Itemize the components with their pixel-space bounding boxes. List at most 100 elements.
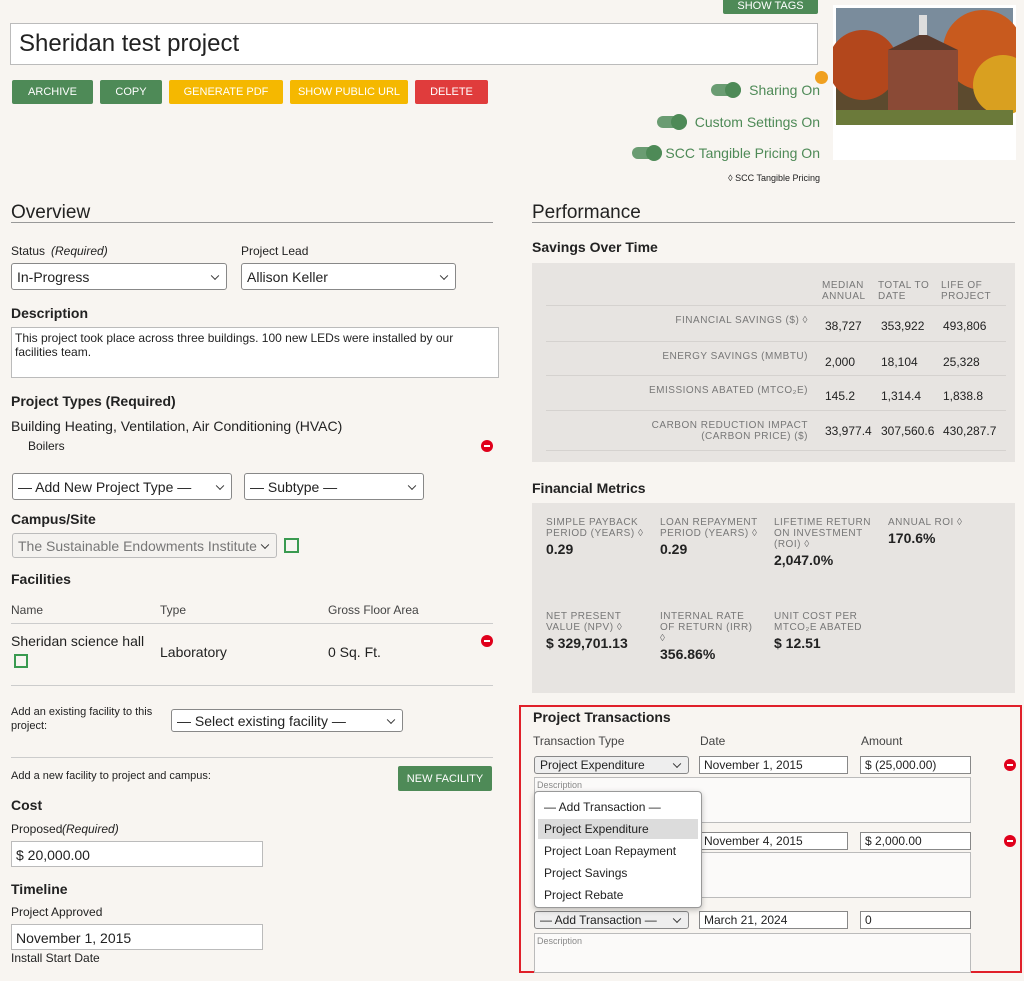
facility-area: 0 Sq. Ft. xyxy=(328,644,381,660)
campus-select[interactable]: The Sustainable Endowments Institute xyxy=(12,533,277,558)
info-dot xyxy=(815,71,828,84)
remove-icon[interactable] xyxy=(481,440,493,452)
metric-value: 0.29 xyxy=(546,541,574,557)
divider xyxy=(546,375,1006,376)
toggle-knob xyxy=(646,145,662,161)
subtype-select[interactable]: — Subtype — xyxy=(244,473,424,500)
savings-value: 353,922 xyxy=(881,319,925,333)
description-textarea[interactable]: Description xyxy=(534,933,971,973)
proposed-input[interactable]: $ 20,000.00 xyxy=(11,841,263,867)
transaction-type-select[interactable]: Project Expenditure xyxy=(534,756,689,774)
metric-value: 170.6% xyxy=(888,530,936,546)
facility-select[interactable]: — Select existing facility — xyxy=(171,709,403,732)
savings-value: 493,806 xyxy=(943,319,987,333)
field-note: (Required) xyxy=(62,822,119,836)
action-button[interactable]: ARCHIVE xyxy=(12,80,93,104)
savings-value: 33,977.4 xyxy=(825,424,872,438)
divider xyxy=(532,222,1015,223)
divider xyxy=(546,450,1006,451)
description-textarea[interactable]: This project took place across three bui… xyxy=(11,327,499,378)
type-select[interactable]: — Add New Project Type — xyxy=(12,473,232,500)
scc-note: ◊ SCC Tangible Pricing xyxy=(728,173,820,183)
external-link[interactable] xyxy=(14,654,28,668)
metric-value: $ 329,701.13 xyxy=(546,635,628,651)
metric-label: INTERNAL RATE OF RETURN (IRR) ◊ xyxy=(660,611,753,644)
column-header: TOTAL TO DATE xyxy=(878,280,930,302)
metric: LOAN REPAYMENT PERIOD (YEARS) ◊ 0.29 xyxy=(660,517,760,557)
metric: NET PRESENT VALUE (NPV) ◊ $ 329,701.13 xyxy=(546,611,646,651)
field-heading: Timeline xyxy=(11,881,68,897)
project-subtype: Boilers xyxy=(28,439,65,453)
action-button[interactable]: DELETE xyxy=(415,80,488,104)
dropdown-option[interactable]: Project Rebate xyxy=(544,888,624,902)
amount-input[interactable]: 0 xyxy=(860,911,971,929)
row-label: ENERGY SAVINGS (MMBTU) xyxy=(662,351,808,362)
metric: SIMPLE PAYBACK PERIOD (YEARS) ◊ 0.29 xyxy=(546,517,646,557)
toggle-knob xyxy=(725,82,741,98)
row-label: CARBON REDUCTION IMPACT (CARBON PRICE) (… xyxy=(651,420,808,442)
column-header: Type xyxy=(160,603,187,617)
savings-value: 1,838.8 xyxy=(943,389,984,403)
dropdown-option[interactable]: Project Expenditure xyxy=(538,819,698,839)
date-input[interactable]: November 1, 2015 xyxy=(699,756,848,774)
field-heading: Campus/Site xyxy=(11,511,96,527)
metric-label: SIMPLE PAYBACK PERIOD (YEARS) ◊ xyxy=(546,517,644,539)
status-select[interactable]: In-Progress xyxy=(11,263,227,290)
dropdown-option[interactable]: — Add Transaction — xyxy=(544,800,661,814)
metric-value: 0.29 xyxy=(660,541,688,557)
approved-input[interactable]: November 1, 2015 xyxy=(11,924,263,950)
column-header: Gross Floor Area xyxy=(328,603,419,617)
savings-value: 25,328 xyxy=(943,355,980,369)
metric-value: 356.86% xyxy=(660,646,716,662)
metric: ANNUAL ROI ◊ 170.6% xyxy=(888,517,988,546)
metric-label: ANNUAL ROI ◊ xyxy=(888,517,963,528)
new-facility-button[interactable]: NEW FACILITY xyxy=(398,766,492,791)
field-label: Add a new facility to project and campus… xyxy=(11,770,211,782)
field-heading: Project Types (Required) xyxy=(11,393,176,409)
field-heading: Description xyxy=(11,305,89,321)
column-header: Amount xyxy=(861,734,903,748)
remove-icon[interactable] xyxy=(1004,835,1016,847)
dropdown-option[interactable]: Project Savings xyxy=(544,866,628,880)
divider xyxy=(11,757,493,758)
transaction-type-select[interactable]: — Add Transaction — xyxy=(534,911,689,929)
metric-label: LIFETIME RETURN ON INVESTMENT (ROI) ◊ xyxy=(774,517,871,550)
field-label: Proposed xyxy=(11,822,63,836)
toggle-knob xyxy=(671,114,687,130)
row-label: EMISSIONS ABATED (MTCO₂E) xyxy=(649,385,808,396)
facility-type: Laboratory xyxy=(160,644,227,660)
divider xyxy=(11,222,493,223)
divider xyxy=(11,685,493,686)
action-button[interactable]: GENERATE PDF xyxy=(169,80,283,104)
savings-value: 307,560.6 xyxy=(881,424,935,438)
savings-panel xyxy=(532,263,1015,462)
date-input[interactable]: November 4, 2015 xyxy=(699,832,848,850)
metric-label: LOAN REPAYMENT PERIOD (YEARS) ◊ xyxy=(660,517,758,539)
field-label: Project Lead xyxy=(241,244,309,258)
remove-icon[interactable] xyxy=(481,635,493,647)
lead-select[interactable]: Allison Keller xyxy=(241,263,456,290)
metric-value: 2,047.0% xyxy=(774,552,834,568)
divider xyxy=(546,341,1006,342)
section-heading: Overview xyxy=(11,202,91,223)
external-link[interactable] xyxy=(284,538,299,553)
divider xyxy=(546,410,1006,411)
action-button[interactable]: SHOW PUBLIC URL xyxy=(290,80,408,104)
action-button[interactable]: COPY xyxy=(100,80,162,104)
field-label: Install Start Date xyxy=(11,951,100,965)
date-input[interactable]: March 21, 2024 xyxy=(699,911,848,929)
savings-value: 1,314.4 xyxy=(881,389,922,403)
amount-input[interactable]: $ (25,000.00) xyxy=(860,756,971,774)
savings-value: 38,727 xyxy=(825,319,862,333)
field-label: Project Approved xyxy=(11,905,103,919)
toggle-label: Custom Settings On xyxy=(694,114,820,130)
show-tags-button[interactable]: SHOW TAGS xyxy=(723,0,818,14)
amount-input[interactable]: $ 2,000.00 xyxy=(860,832,971,850)
title-input[interactable]: Sheridan test project xyxy=(10,23,818,65)
column-header: MEDIAN ANNUAL xyxy=(822,280,866,302)
dropdown-option[interactable]: Project Loan Repayment xyxy=(544,844,677,858)
remove-icon[interactable] xyxy=(1004,759,1016,771)
metric-label: UNIT COST PER MTCO₂E ABATED xyxy=(774,611,862,633)
field-heading: Cost xyxy=(11,797,43,813)
